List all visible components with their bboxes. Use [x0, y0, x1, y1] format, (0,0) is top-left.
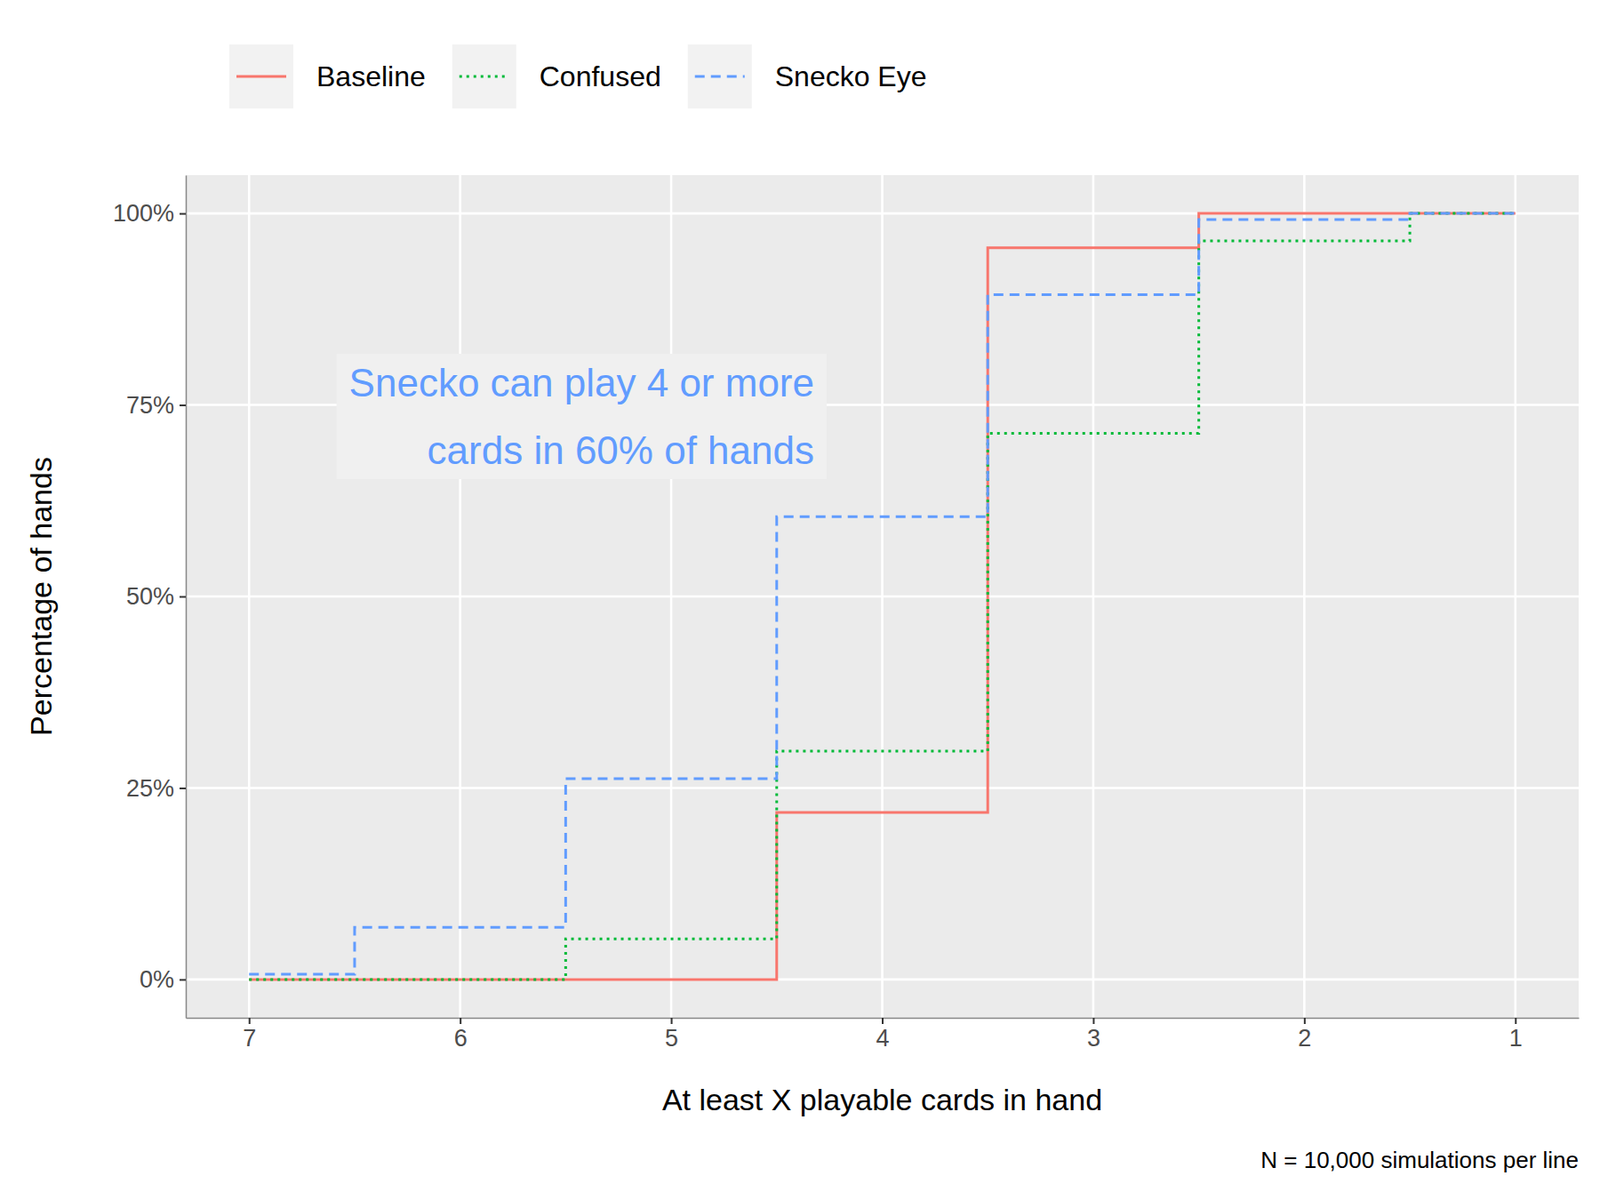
- y-axis: 0% 25% 50% 75% 100%: [112, 176, 187, 1019]
- x-tick-label: 6: [454, 1024, 468, 1052]
- x-tick-mark: [459, 1017, 462, 1024]
- y-tick-mark: [179, 978, 186, 981]
- series-line: [248, 213, 1516, 975]
- y-tick-mark: [179, 404, 186, 407]
- legend-item: Baseline: [229, 44, 426, 109]
- legend-key: [236, 75, 287, 79]
- grid-line: [248, 175, 251, 1018]
- x-tick: 3: [1087, 1017, 1101, 1052]
- grid-line: [1092, 175, 1096, 1018]
- legend-key-background: [229, 44, 294, 109]
- legend-key-background: [452, 44, 517, 109]
- x-axis: 7 6 5 4 3 2 1: [186, 1017, 1580, 1052]
- y-tick: 25%: [126, 775, 186, 802]
- annotation-text: cards in 60% of hands: [427, 428, 815, 472]
- y-tick: 75%: [126, 392, 186, 419]
- annotation: Snecko can play 4 or more cards in 60% of…: [336, 353, 827, 480]
- y-tick-mark: [179, 213, 186, 216]
- grid-line: [880, 175, 884, 1018]
- y-tick: 100%: [112, 200, 186, 227]
- legend-item: Snecko Eye: [688, 44, 928, 109]
- legend-label: Baseline: [316, 60, 426, 93]
- x-tick: 6: [454, 1017, 468, 1052]
- x-tick: 2: [1297, 1017, 1312, 1052]
- x-tick-mark: [248, 1017, 251, 1024]
- legend: Baseline Confused Snecko Eye: [229, 44, 928, 109]
- x-tick-mark: [671, 1017, 673, 1024]
- series-line: [248, 213, 1516, 980]
- y-tick-label: 75%: [126, 392, 175, 419]
- legend-key: [695, 75, 745, 79]
- lines: [248, 213, 1516, 980]
- y-tick-label: 0%: [139, 966, 175, 993]
- legend-label: Confused: [539, 60, 662, 93]
- y-tick-mark: [179, 596, 186, 599]
- series-line: [248, 213, 1516, 980]
- grid-line: [1303, 175, 1306, 1018]
- chart: 7 6 5 4 3 2 1 0% 25% 50% 75% 100% Snecko can play 4 …: [0, 0, 1600, 1200]
- legend-label: Snecko Eye: [775, 60, 928, 93]
- x-tick-mark: [1514, 1017, 1517, 1024]
- x-tick-mark: [881, 1017, 884, 1024]
- annotation-text: Snecko can play 4 or more: [349, 360, 815, 405]
- x-tick: 7: [242, 1017, 256, 1052]
- y-tick-mark: [179, 787, 186, 790]
- x-tick-label: 7: [242, 1024, 256, 1052]
- y-axis-title: Percentage of hands: [24, 456, 58, 736]
- y-tick-label: 50%: [126, 583, 175, 610]
- x-tick-label: 4: [875, 1024, 889, 1052]
- x-tick: 1: [1509, 1017, 1523, 1052]
- y-tick: 50%: [126, 583, 186, 610]
- x-axis-title: At least X playable cards in hand: [662, 1082, 1103, 1117]
- annotation-background: [336, 353, 827, 480]
- legend-key: [459, 75, 510, 79]
- y-tick-label: 25%: [126, 775, 175, 802]
- grid: [185, 175, 1579, 1018]
- x-tick-label: 3: [1087, 1024, 1101, 1052]
- caption: N = 10,000 simulations per line: [1260, 1146, 1579, 1174]
- x-tick-mark: [1092, 1017, 1095, 1024]
- plot-background: [185, 175, 1579, 1018]
- y-tick: 0%: [139, 966, 186, 993]
- x-tick-mark: [1304, 1017, 1306, 1024]
- grid-line: [458, 175, 462, 1018]
- x-tick: 4: [875, 1017, 889, 1052]
- grid-line: [670, 175, 673, 1018]
- x-tick-label: 1: [1509, 1024, 1523, 1052]
- legend-item: Confused: [452, 44, 662, 109]
- x-tick-label: 5: [664, 1024, 679, 1052]
- y-tick-label: 100%: [112, 200, 175, 227]
- legend-key-background: [688, 44, 752, 109]
- grid-line: [1513, 175, 1517, 1018]
- x-tick-label: 2: [1297, 1024, 1312, 1052]
- x-tick: 5: [664, 1017, 679, 1052]
